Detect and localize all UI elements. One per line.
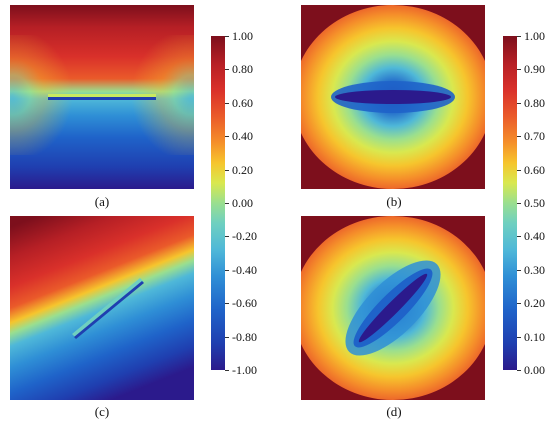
colorbar-left-tick-label: 0.80 <box>232 62 253 76</box>
colorbar-right-tick-label: 0.60 <box>524 163 545 177</box>
colorbar-left-tick-label: 1.00 <box>232 29 253 43</box>
colorbar-left-tick-label: -0.60 <box>232 296 257 310</box>
colorbar-left-tick-label: -1.00 <box>232 363 257 377</box>
contour-panel-d <box>301 216 485 400</box>
colorbar-right-tick-label: 0.00 <box>524 363 545 377</box>
colorbar-left-tickmark <box>225 170 229 171</box>
colorbar-right-tick-label: 1.00 <box>524 29 545 43</box>
colorbar-right-tickmark <box>517 69 521 70</box>
contour-plot-c <box>10 216 194 400</box>
contour-plot-a <box>10 5 194 189</box>
contour-plot-d <box>301 216 485 400</box>
colorbar-right-tick-label: 0.40 <box>524 229 545 243</box>
colorbar-right-tickmark <box>517 103 521 104</box>
caption-b: (b) <box>386 194 402 209</box>
colorbar-right-tickmark <box>517 170 521 171</box>
colorbar-left-tickmark <box>225 36 229 37</box>
colorbar-left-tickmark <box>225 270 229 271</box>
contour-panel-b <box>301 5 485 189</box>
caption-c: (c) <box>94 404 110 419</box>
colorbar-right-tick-label: 0.20 <box>524 296 545 310</box>
colorbar-right-tick-label: 0.70 <box>524 129 545 143</box>
colorbar-left-tick-label: 0.20 <box>232 163 253 177</box>
colorbar-right-tickmark <box>517 370 521 371</box>
colorbar-left-tick-label: 0.00 <box>232 196 253 210</box>
colorbar-right <box>503 36 517 375</box>
colorbar-right-tickmark <box>517 36 521 37</box>
colorbar-right-tickmark <box>517 303 521 304</box>
colorbar-left-tickmark <box>225 370 229 371</box>
colorbar-right-tickmark <box>517 236 521 237</box>
colorbar-left-tickmark <box>225 136 229 137</box>
colorbar-right-tick-label: 0.10 <box>524 330 545 344</box>
colorbar-left-tick-label: -0.40 <box>232 263 257 277</box>
colorbar-left-gradient <box>211 36 225 370</box>
caption-d: (d) <box>386 404 402 419</box>
contour-panel-c <box>10 216 194 400</box>
colorbar-right-tick-label: 0.50 <box>524 196 545 210</box>
colorbar-left-tickmark <box>225 103 229 104</box>
caption-a: (a) <box>94 194 110 209</box>
colorbar-left-tick-label: -0.20 <box>232 229 257 243</box>
colorbar-left <box>211 36 225 375</box>
contour-panel-a <box>10 5 194 189</box>
colorbar-right-tickmark <box>517 136 521 137</box>
colorbar-right-tick-label: 0.90 <box>524 62 545 76</box>
colorbar-left-tickmark <box>225 236 229 237</box>
colorbar-left-tickmark <box>225 203 229 204</box>
colorbar-left-tickmark <box>225 337 229 338</box>
colorbar-left-tickmark <box>225 303 229 304</box>
contour-plot-b <box>301 5 485 189</box>
colorbar-right-tickmark <box>517 270 521 271</box>
colorbar-right-tickmark <box>517 203 521 204</box>
colorbar-right-tick-label: 0.80 <box>524 96 545 110</box>
colorbar-left-tick-label: 0.60 <box>232 96 253 110</box>
colorbar-left-tickmark <box>225 69 229 70</box>
colorbar-right-tick-label: 0.30 <box>524 263 545 277</box>
colorbar-right-gradient <box>503 36 517 370</box>
colorbar-right-tickmark <box>517 337 521 338</box>
colorbar-left-tick-label: 0.40 <box>232 129 253 143</box>
colorbar-left-tick-label: -0.80 <box>232 330 257 344</box>
